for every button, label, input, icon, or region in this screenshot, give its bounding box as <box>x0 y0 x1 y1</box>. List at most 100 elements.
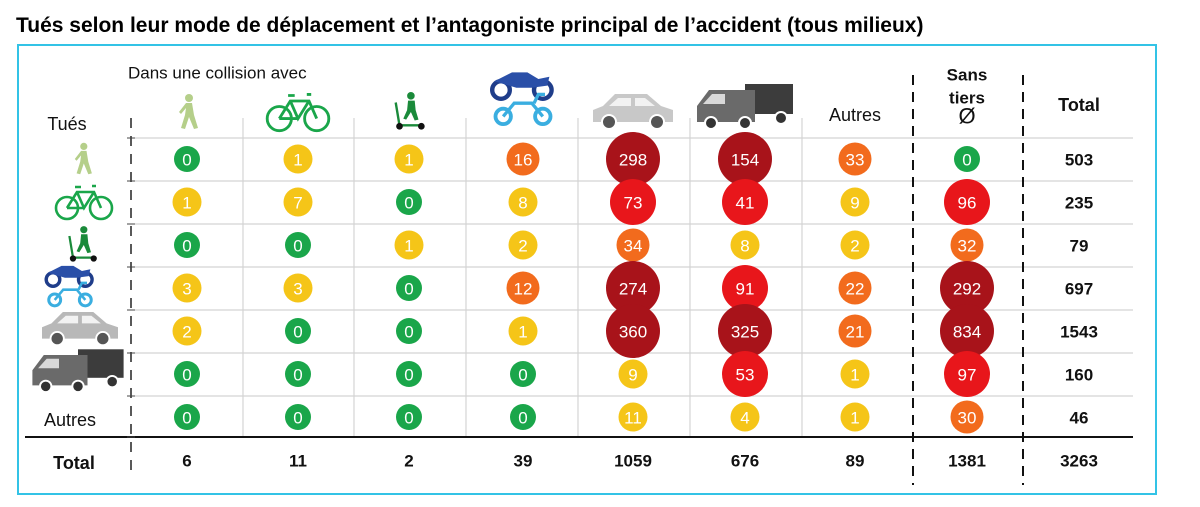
value-label: 834 <box>953 323 981 342</box>
row-header-tues: Tués <box>47 114 86 134</box>
value-label: 30 <box>958 409 977 428</box>
row-total-label: 46 <box>1070 409 1089 428</box>
value-label: 274 <box>619 280 647 299</box>
value-bubble <box>718 132 772 186</box>
column-total-label: 1059 <box>614 452 652 471</box>
value-label: 8 <box>518 194 527 213</box>
pedestrian-icon <box>179 94 198 129</box>
pedestrian-icon <box>74 142 92 175</box>
value-label: 1 <box>850 409 859 428</box>
value-label: 3 <box>293 280 302 299</box>
value-bubble <box>954 146 980 172</box>
value-label: 298 <box>619 151 647 170</box>
value-bubble <box>610 179 656 225</box>
value-label: 0 <box>962 151 971 170</box>
value-bubble <box>285 318 311 344</box>
value-label: 0 <box>182 409 191 428</box>
car-icon <box>42 312 118 347</box>
value-label: 1 <box>404 237 413 256</box>
value-bubble <box>718 304 772 358</box>
value-label: 0 <box>293 323 302 342</box>
value-label: 1 <box>850 366 859 385</box>
value-bubble <box>722 265 768 311</box>
column-label-sans-tiers: Sans <box>947 66 988 85</box>
total-row-label: Total <box>53 453 95 473</box>
value-label: 11 <box>624 409 642 428</box>
value-bubble <box>840 359 870 389</box>
value-bubble <box>174 232 200 258</box>
value-bubble <box>940 304 994 358</box>
value-label: 154 <box>731 151 759 170</box>
value-label: 2 <box>182 323 191 342</box>
value-label: 0 <box>293 409 302 428</box>
value-label: 53 <box>736 366 755 385</box>
value-bubble <box>285 404 311 430</box>
value-label: 325 <box>731 323 759 342</box>
value-bubble <box>950 400 984 434</box>
value-label: 0 <box>182 366 191 385</box>
row-label-autres: Autres <box>44 410 96 430</box>
value-label: 2 <box>850 237 859 256</box>
value-bubble <box>730 402 760 432</box>
value-label: 0 <box>518 366 527 385</box>
bicycle-icon <box>54 184 114 221</box>
value-label: 0 <box>404 280 413 299</box>
value-bubble <box>285 232 311 258</box>
value-bubble <box>394 230 424 260</box>
motorcycle-moped-icon <box>44 265 94 308</box>
value-bubble <box>606 261 660 315</box>
value-bubble <box>840 402 870 432</box>
value-label: 1 <box>518 323 527 342</box>
value-label: 0 <box>518 409 527 428</box>
value-bubble <box>396 189 422 215</box>
column-total-label: 2 <box>404 452 413 471</box>
value-label: 0 <box>404 409 413 428</box>
row-total-label: 503 <box>1065 151 1093 170</box>
value-bubble <box>396 318 422 344</box>
grand-total-label: 3263 <box>1060 452 1098 471</box>
value-bubble <box>396 361 422 387</box>
value-label: 2 <box>518 237 527 256</box>
column-total-label: 1381 <box>948 452 986 471</box>
column-total-label: 676 <box>731 452 759 471</box>
column-total-label: 11 <box>289 452 307 471</box>
value-label: 1 <box>182 194 191 213</box>
value-bubble <box>618 402 648 432</box>
value-label: 0 <box>404 366 413 385</box>
value-bubble <box>722 351 768 397</box>
value-bubble <box>944 179 990 225</box>
value-bubble <box>838 314 872 348</box>
motorcycle-moped-icon <box>489 72 554 127</box>
value-bubble <box>283 187 313 217</box>
value-label: 16 <box>514 151 533 170</box>
chart-frame <box>17 44 1157 495</box>
column-label-autres: Autres <box>829 105 881 125</box>
truck-van-icon <box>32 349 124 394</box>
column-label-total: Total <box>1058 95 1100 115</box>
value-label: 1 <box>404 151 413 170</box>
value-bubble <box>174 146 200 172</box>
column-total-label: 39 <box>514 452 533 471</box>
row-total-label: 697 <box>1065 280 1093 299</box>
value-label: 73 <box>624 194 643 213</box>
value-label: 1 <box>293 151 302 170</box>
value-label: 0 <box>182 151 191 170</box>
row-total-label: 160 <box>1065 366 1093 385</box>
value-bubble <box>840 230 870 260</box>
caption-text: Dans une collision avec <box>128 64 307 83</box>
value-bubble <box>616 228 650 262</box>
value-bubble <box>394 144 424 174</box>
value-label: 4 <box>740 409 749 428</box>
column-label-sans-tiers: tiers <box>949 89 985 108</box>
truck-van-icon <box>697 84 793 130</box>
value-label: 8 <box>740 237 749 256</box>
value-label: 0 <box>404 323 413 342</box>
value-label: 41 <box>736 194 755 213</box>
value-bubble <box>618 359 648 389</box>
value-bubble <box>606 304 660 358</box>
value-label: 0 <box>293 366 302 385</box>
empty-set-icon: Ø <box>958 104 975 129</box>
value-bubble <box>606 132 660 186</box>
value-bubble <box>722 179 768 225</box>
value-bubble <box>944 351 990 397</box>
